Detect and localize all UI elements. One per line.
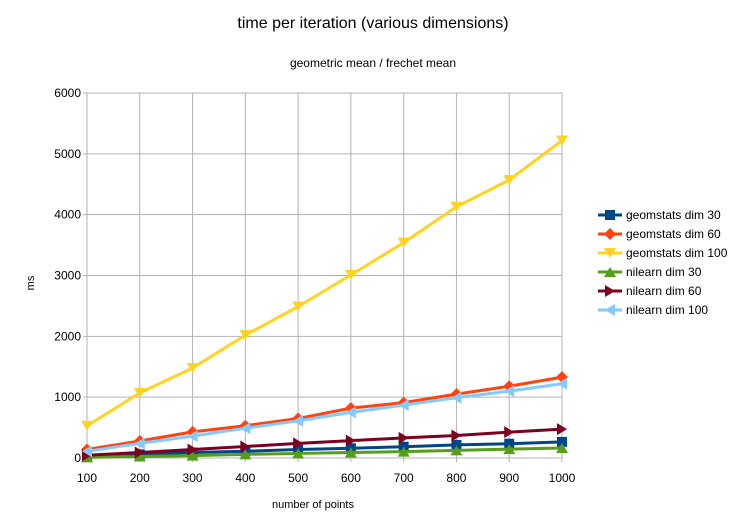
data-point [186,450,199,461]
legend-item: nilearn dim 100 [598,303,708,317]
chart-subtitle: geometric mean / frechet mean [290,56,456,70]
x-tick-label: 900 [499,471,519,485]
data-point [398,399,409,412]
data-point [503,174,516,185]
legend-item: geomstats dim 30 [598,208,721,222]
x-tick-label: 100 [77,471,97,485]
data-point [82,445,92,458]
legend-label: nilearn dim 100 [626,303,708,317]
legend-marker [605,285,615,297]
x-tick-label: 300 [183,471,203,485]
series-line [86,375,563,451]
data-point [293,437,304,450]
series-3 [81,442,568,463]
legend-label: geomstats dim 100 [626,246,728,260]
legend-marker [604,267,616,277]
data-point [187,430,198,443]
data-point [557,436,567,447]
data-point [450,445,463,456]
data-point [344,447,357,458]
legend-label: geomstats dim 60 [626,227,721,241]
y-tick-label: 3000 [54,269,81,283]
series [81,135,568,463]
data-point [557,377,567,390]
data-point [134,437,145,450]
data-point [397,446,410,457]
legend-label: nilearn dim 30 [626,265,702,279]
x-axis-label: number of points [272,499,354,511]
y-tick-label: 0 [74,451,81,465]
legend-item: geomstats dim 60 [598,227,721,241]
series-line [86,427,563,457]
legend-item: geomstats dim 100 [598,246,728,260]
series-line [86,382,563,453]
data-point [344,269,357,280]
x-tick-label: 400 [235,471,255,485]
y-tick-label: 6000 [54,86,81,100]
legend-label: geomstats dim 30 [626,208,721,222]
tick-labels: 0 1000 2000 3000 4000 5000 6000 100 200 300 400 500… [54,86,575,485]
data-point [556,135,568,146]
data-point [451,429,462,442]
x-tick-label: 700 [394,471,414,485]
legend-marker [604,248,616,258]
series-5 [82,377,567,458]
data-point [345,406,356,419]
legend-marker [604,228,616,240]
axes [86,93,562,459]
data-point [503,444,516,455]
data-point [81,420,93,431]
series-line [86,139,563,428]
y-tick-label: 1000 [54,390,81,404]
series-4 [82,423,567,462]
y-tick-label: 5000 [54,147,81,161]
data-point [557,423,567,436]
y-tick-label: 4000 [54,208,81,222]
x-tick-label: 1000 [549,471,576,485]
data-point [451,439,462,450]
data-point [504,385,515,398]
data-point [240,440,251,453]
data-point [293,414,304,427]
series-2 [81,135,568,431]
grid [83,92,563,462]
data-point [240,422,251,435]
legend-item: nilearn dim 30 [598,265,702,279]
chart-title: time per iteration (various dimensions) [237,15,508,32]
data-point [397,237,410,248]
data-point [345,434,356,447]
x-tick-label: 200 [130,471,150,485]
legend-item: nilearn dim 60 [598,284,702,298]
x-tick-label: 800 [446,471,466,485]
data-point [292,448,305,459]
legend-label: nilearn dim 60 [626,284,702,298]
legend-marker [605,210,615,220]
data-point [504,426,515,439]
legend: geomstats dim 30 geomstats dim 60 geomstat… [598,208,728,317]
data-point [504,438,515,449]
data-point [556,442,568,453]
x-tick-label: 500 [288,471,308,485]
data-point [239,449,252,460]
data-point [292,301,305,312]
y-axis-label: ms [25,275,37,290]
data-point [450,201,463,212]
data-point [133,451,146,462]
series-line [86,440,563,458]
legend-marker [605,304,615,316]
series-line [86,446,563,459]
data-point [134,446,145,459]
data-point [186,362,199,373]
data-point [398,431,409,444]
x-tick-label: 600 [341,471,361,485]
y-tick-label: 2000 [54,329,81,343]
data-point [133,387,146,398]
data-point [239,330,252,341]
data-point [451,391,462,404]
data-point [187,443,198,456]
